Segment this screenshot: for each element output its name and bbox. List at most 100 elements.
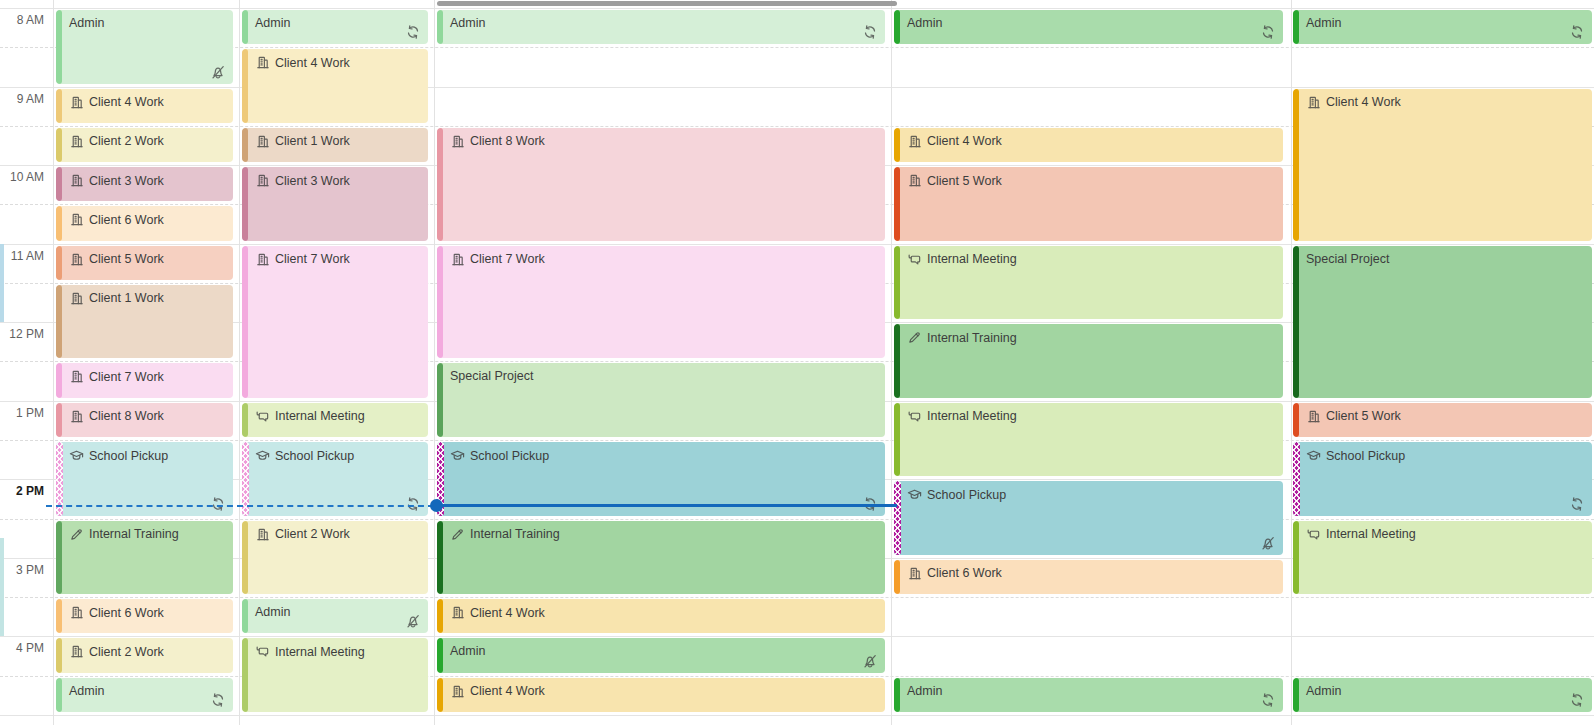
event-block[interactable]: Special Project [1293,246,1592,398]
event-title-row: Client 6 Work [894,560,1283,581]
event-block[interactable]: Special Project [437,363,885,437]
event-block[interactable]: Admin [437,10,885,44]
event-accent-bar [56,167,62,201]
event-block[interactable]: Internal Meeting [894,246,1283,320]
event-accent-bar [437,638,443,672]
event-block[interactable]: Client 4 Work [894,128,1283,162]
event-block[interactable]: Client 1 Work [242,128,428,162]
event-accent-bar [894,10,900,44]
event-title: Client 4 Work [470,684,545,698]
event-accent-bar [437,678,443,712]
event-block[interactable]: Admin [894,10,1283,44]
event-block[interactable]: Admin [437,638,885,672]
event-title: Client 5 Work [1326,409,1401,423]
recurrence-icon [405,496,421,512]
time-label: 10 AM [0,169,44,185]
building-icon [450,605,465,620]
event-block[interactable]: Client 2 Work [242,521,428,595]
event-block[interactable]: Internal Training [437,521,885,595]
event-accent-bar [1293,246,1299,398]
event-title: Client 3 Work [89,174,164,188]
event-accent-bar [56,89,62,123]
event-block[interactable]: Client 3 Work [242,167,428,241]
event-block[interactable]: Client 8 Work [56,403,233,437]
event-title-row: Admin [1293,10,1592,30]
event-accent-bar [437,128,443,241]
event-block[interactable]: Admin [242,10,428,44]
event-block[interactable]: Client 2 Work [56,638,233,672]
event-title-row: Internal Meeting [242,638,428,659]
event-block[interactable]: Admin [56,678,233,712]
event-block[interactable]: Internal Meeting [242,403,428,437]
event-block[interactable]: Client 6 Work [894,560,1283,594]
event-block[interactable]: School Pickup [1293,442,1592,516]
event-title-row: Client 4 Work [437,678,885,699]
time-label: 1 PM [0,405,44,421]
event-title-row: Client 3 Work [242,167,428,188]
event-block[interactable]: Client 7 Work [437,246,885,359]
event-block[interactable]: School Pickup [894,481,1283,555]
event-title: Client 4 Work [927,134,1002,148]
event-title: Client 7 Work [89,370,164,384]
event-block[interactable]: Client 7 Work [242,246,428,398]
event-block[interactable]: Client 2 Work [56,128,233,162]
graduation-cap-icon [69,448,84,463]
event-block[interactable]: Admin [1293,10,1592,44]
building-icon [69,212,84,227]
event-block[interactable]: Admin [894,678,1283,712]
event-block[interactable]: Client 6 Work [56,206,233,240]
time-label: 4 PM [0,640,44,656]
event-block[interactable]: Internal Meeting [894,403,1283,477]
event-accent-bar [1293,442,1300,516]
building-icon [1306,95,1321,110]
event-block[interactable]: Client 3 Work [56,167,233,201]
event-block[interactable]: Internal Meeting [242,638,428,712]
column-separator [239,0,240,725]
event-title-row: Admin [437,638,885,658]
event-title: Admin [450,644,485,658]
event-accent-bar [1293,89,1299,241]
event-block[interactable]: Admin [56,10,233,84]
event-title-row: School Pickup [56,442,233,463]
event-accent-bar [437,599,443,633]
event-title: Special Project [1306,252,1389,266]
event-block[interactable]: Client 4 Work [242,49,428,123]
event-block[interactable]: Internal Training [56,521,233,595]
event-block[interactable]: Client 1 Work [56,285,233,359]
event-title: Internal Training [927,331,1017,345]
event-title: School Pickup [275,449,354,463]
event-block[interactable]: Client 4 Work [437,599,885,633]
event-block[interactable]: Client 8 Work [437,128,885,241]
event-title: Internal Meeting [927,252,1017,266]
horizontal-scrollbar-thumb[interactable] [437,1,897,6]
event-block[interactable]: Admin [242,599,428,633]
event-block[interactable]: Client 4 Work [1293,89,1592,241]
event-block[interactable]: Admin [1293,678,1592,712]
building-icon [69,252,84,267]
event-block[interactable]: Client 7 Work [56,363,233,397]
event-title-row: Client 1 Work [56,285,233,306]
event-block[interactable]: Client 5 Work [894,167,1283,241]
event-title: Admin [1306,684,1341,698]
event-title: Special Project [450,369,533,383]
event-block[interactable]: Client 4 Work [56,89,233,123]
building-icon [69,409,84,424]
event-title: Internal Training [89,527,179,541]
event-block[interactable]: Client 4 Work [437,678,885,712]
event-title-row: Client 1 Work [242,128,428,149]
event-block[interactable]: Internal Training [894,324,1283,398]
event-accent-bar [894,246,900,320]
event-accent-bar [437,10,443,44]
event-block[interactable]: Client 5 Work [56,246,233,280]
event-accent-bar [242,49,248,123]
event-title: Admin [69,16,104,30]
event-block[interactable]: Client 5 Work [1293,403,1592,437]
event-accent-bar [437,246,443,359]
recurrence-icon [1569,24,1585,40]
event-title-row: Client 8 Work [56,403,233,424]
event-block[interactable]: Internal Meeting [1293,521,1592,595]
pencil-icon [907,330,922,345]
event-title: Client 3 Work [275,174,350,188]
event-block[interactable]: Client 6 Work [56,599,233,633]
graduation-cap-icon [1306,448,1321,463]
